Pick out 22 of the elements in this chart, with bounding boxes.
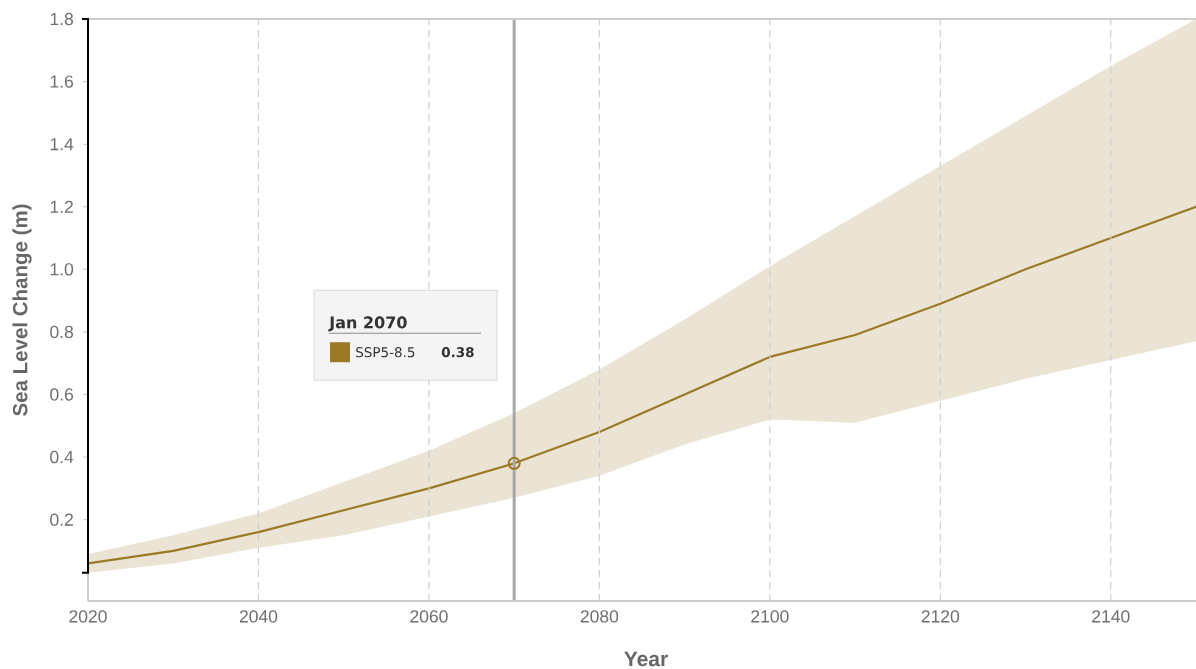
x-tick-label: 2140 [1092, 610, 1130, 623]
annotation: 0.38 [441, 347, 474, 358]
y-tick-label: 0.4 [50, 450, 74, 464]
x-tick-label: 2120 [921, 610, 960, 623]
legend-label: SSP5-8.5 [356, 347, 415, 358]
line-series [88, 205, 1196, 565]
y-tick-label: 0.2 [50, 513, 73, 526]
y-tick-label: 1.6 [50, 75, 74, 88]
y-tick-label: 1.2 [50, 200, 73, 213]
x-tick-label: 2020 [69, 610, 107, 623]
x-axis-title: Year [624, 651, 668, 667]
y-tick-label: 1.4 [50, 138, 74, 151]
y-tick-label: 0.8 [50, 325, 74, 339]
y-axis-title: Sea Level Change (m) [12, 204, 32, 416]
x-tick-label: 2080 [580, 610, 619, 623]
x-tick-label: 2100 [751, 610, 789, 623]
y-tick-label: 1.0 [50, 263, 74, 276]
x-tick-label: 2040 [239, 610, 278, 623]
y-tick-label: 0.6 [50, 388, 74, 401]
legend-title: Jan 2070 [328, 316, 407, 332]
x-tick-label: 2060 [410, 610, 448, 623]
y-tick-label: 1.8 [50, 12, 74, 26]
